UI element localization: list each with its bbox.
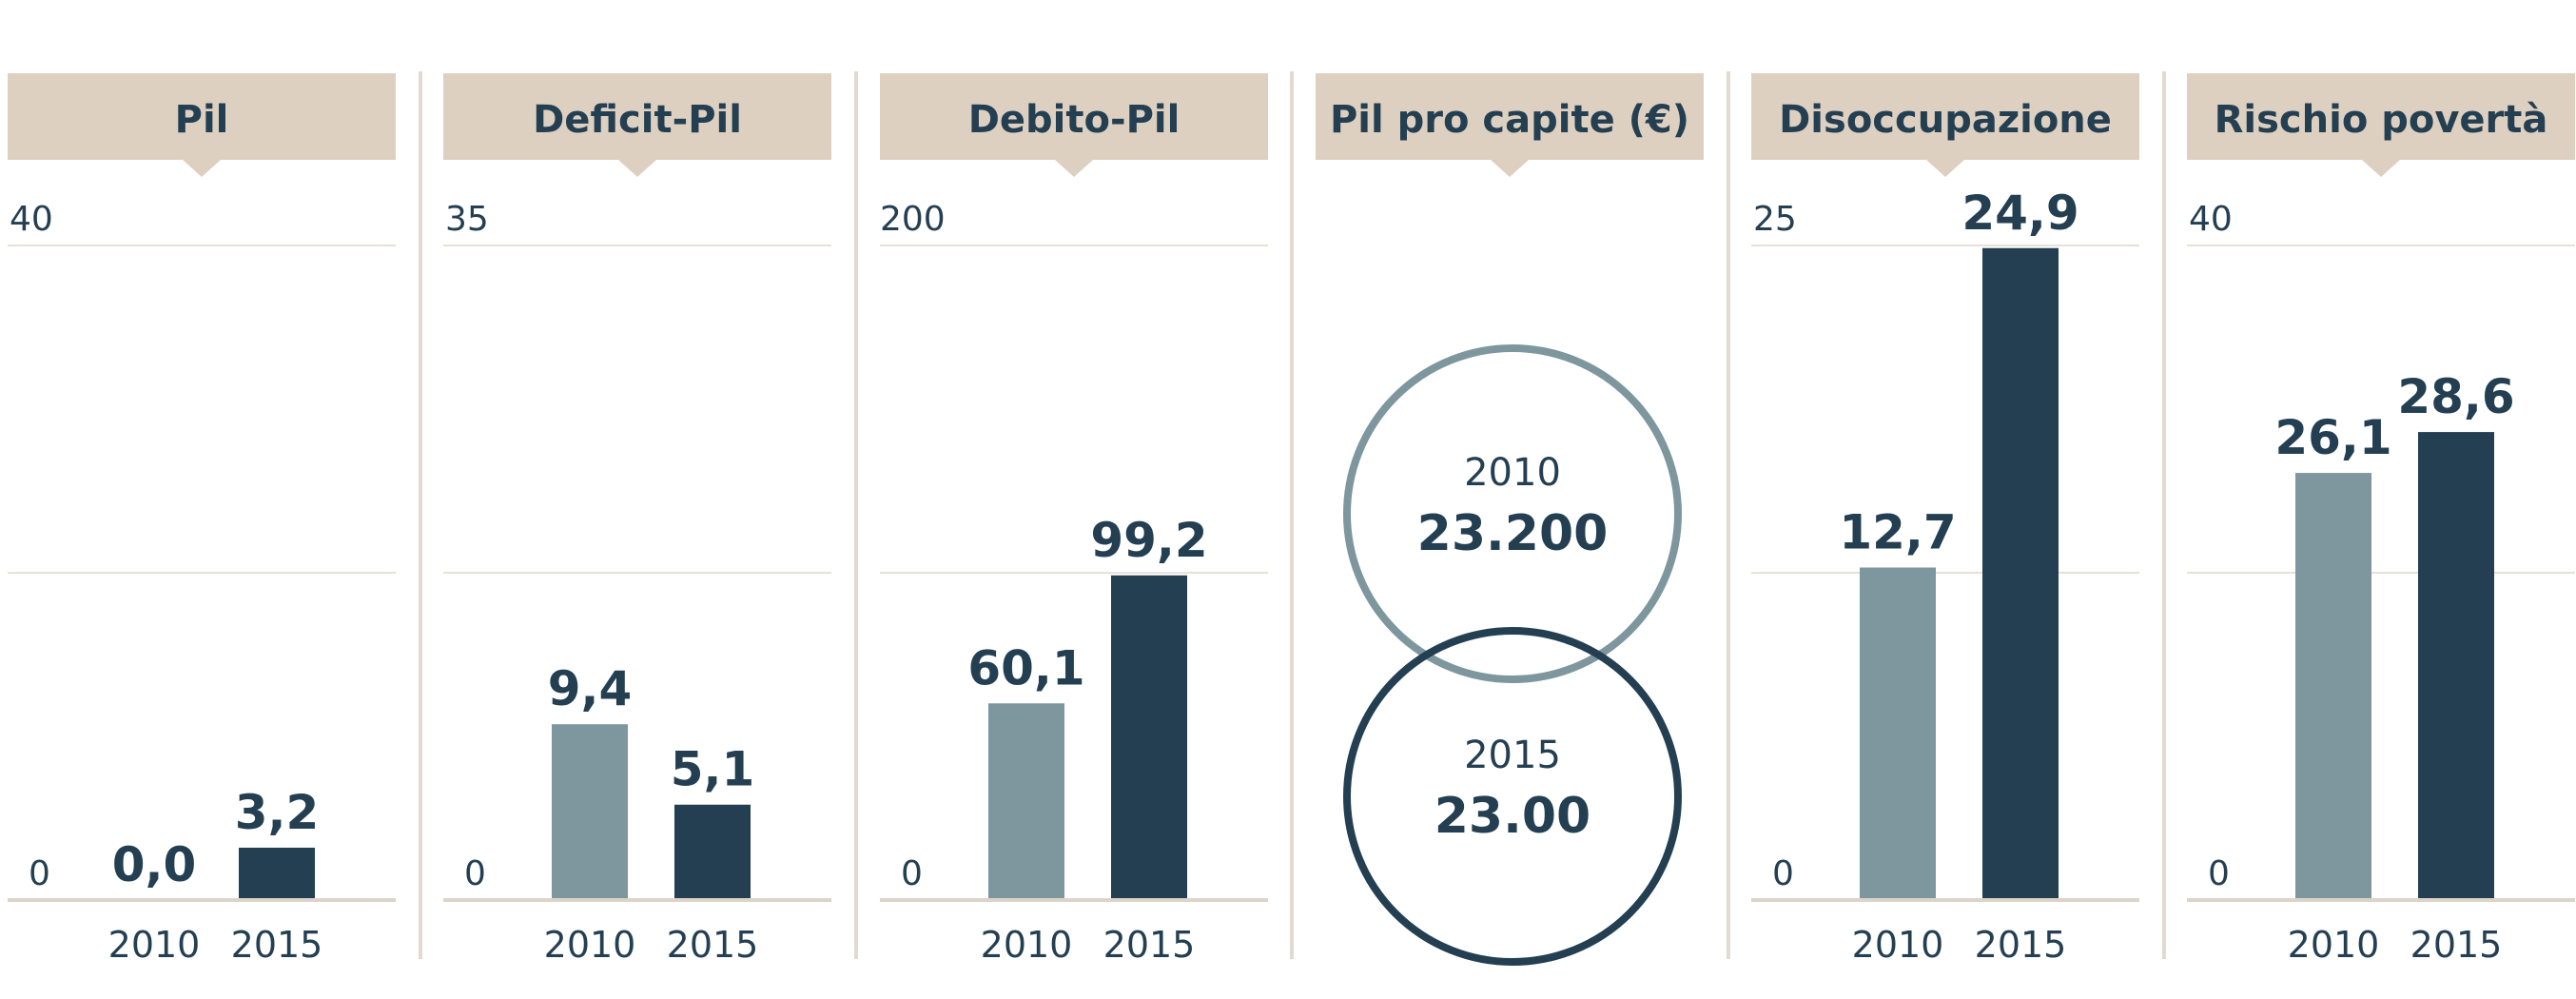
y-tick-max: 200 [880, 200, 946, 239]
y-tick-max: 25 [1753, 200, 1797, 239]
panel-1: Pil 40 0 0,0 2010 3,2 2015 [8, 73, 396, 966]
circle-year-2010: 2010 [1464, 451, 1561, 495]
y-tick-min: 0 [464, 854, 486, 893]
panel-title: Rischio povertà [2215, 98, 2548, 142]
panel-title: Pil [175, 98, 229, 142]
data-label-2010: 26,1 [2274, 410, 2391, 465]
data-label-2010: 9,4 [548, 661, 633, 716]
bar-2010 [988, 703, 1064, 900]
header-pointer [1055, 160, 1093, 177]
y-tick-max: 40 [10, 200, 53, 239]
data-label-2010: 0,0 [112, 837, 197, 892]
header-pointer [2362, 160, 2400, 177]
bar-2015 [674, 804, 751, 900]
y-tick-min: 0 [1772, 854, 1794, 893]
x-tick-2010: 2010 [2288, 924, 2380, 966]
y-tick-max: 40 [2189, 200, 2233, 239]
x-tick-2015: 2015 [1975, 924, 2067, 966]
circle-year-2015: 2015 [1464, 734, 1561, 777]
data-label-2015: 99,2 [1090, 513, 1207, 568]
panel-header [8, 73, 396, 160]
circle-value-2015: 23.00 [1434, 788, 1590, 845]
x-tick-2010: 2010 [1852, 924, 1944, 966]
panel-title: Debito-Pil [968, 98, 1181, 142]
bar-2010 [1860, 567, 1936, 900]
panel-title: Pil pro capite (€) [1330, 98, 1689, 142]
header-pointer [183, 160, 221, 177]
data-label-2015: 3,2 [235, 785, 320, 840]
panel-header [2187, 73, 2575, 160]
panel-title: Deficit-Pil [533, 98, 742, 142]
bar-2015 [1982, 247, 2059, 900]
header-pointer [618, 160, 656, 177]
header-pointer [1926, 160, 1964, 177]
y-tick-min: 0 [29, 854, 50, 893]
panel-2: Deficit-Pil 35 0 9,4 2010 5,1 2015 [443, 73, 831, 966]
panel-5: Disoccupazione 25 0 12,7 2010 24,9 2015 [1751, 73, 2139, 966]
data-label-2010: 60,1 [967, 640, 1084, 695]
panel-6: Rischio povertà 40 0 26,1 2010 28,6 2015 [2187, 73, 2575, 966]
x-tick-2010: 2010 [544, 924, 636, 966]
bar-2015 [1111, 575, 1187, 900]
x-tick-2010: 2010 [108, 924, 201, 966]
panel-header [1316, 73, 1704, 160]
x-tick-2015: 2015 [2410, 924, 2503, 966]
panel-header [1751, 73, 2139, 160]
x-tick-2015: 2015 [1103, 924, 1196, 966]
x-tick-2010: 2010 [981, 924, 1073, 966]
panel-3: Debito-Pil 200 0 60,1 2010 99,2 2015 [880, 73, 1268, 966]
data-label-2015: 5,1 [671, 742, 755, 797]
data-label-2015: 28,6 [2397, 369, 2514, 424]
bar-2015 [2418, 432, 2494, 900]
y-tick-min: 0 [2208, 854, 2230, 893]
panel-4: Pil pro capite (€) 2010 23.200 2015 23.00 [1316, 73, 1704, 966]
panel-title: Disoccupazione [1779, 98, 2112, 142]
header-pointer [1491, 160, 1529, 177]
panel-header [443, 73, 831, 160]
bar-2015 [239, 847, 315, 900]
circle-value-2010: 23.200 [1417, 505, 1609, 562]
panel-header [880, 73, 1268, 160]
bar-2010 [2295, 473, 2371, 900]
data-label-2015: 24,9 [1961, 186, 2078, 241]
data-label-2010: 12,7 [1839, 504, 1956, 559]
y-tick-max: 35 [445, 200, 489, 239]
circle-2010 [1343, 344, 1682, 683]
x-tick-2015: 2015 [667, 924, 759, 966]
bar-2010 [552, 724, 628, 900]
x-tick-2015: 2015 [231, 924, 323, 966]
y-tick-min: 0 [901, 854, 923, 893]
circle-2015 [1343, 627, 1682, 966]
